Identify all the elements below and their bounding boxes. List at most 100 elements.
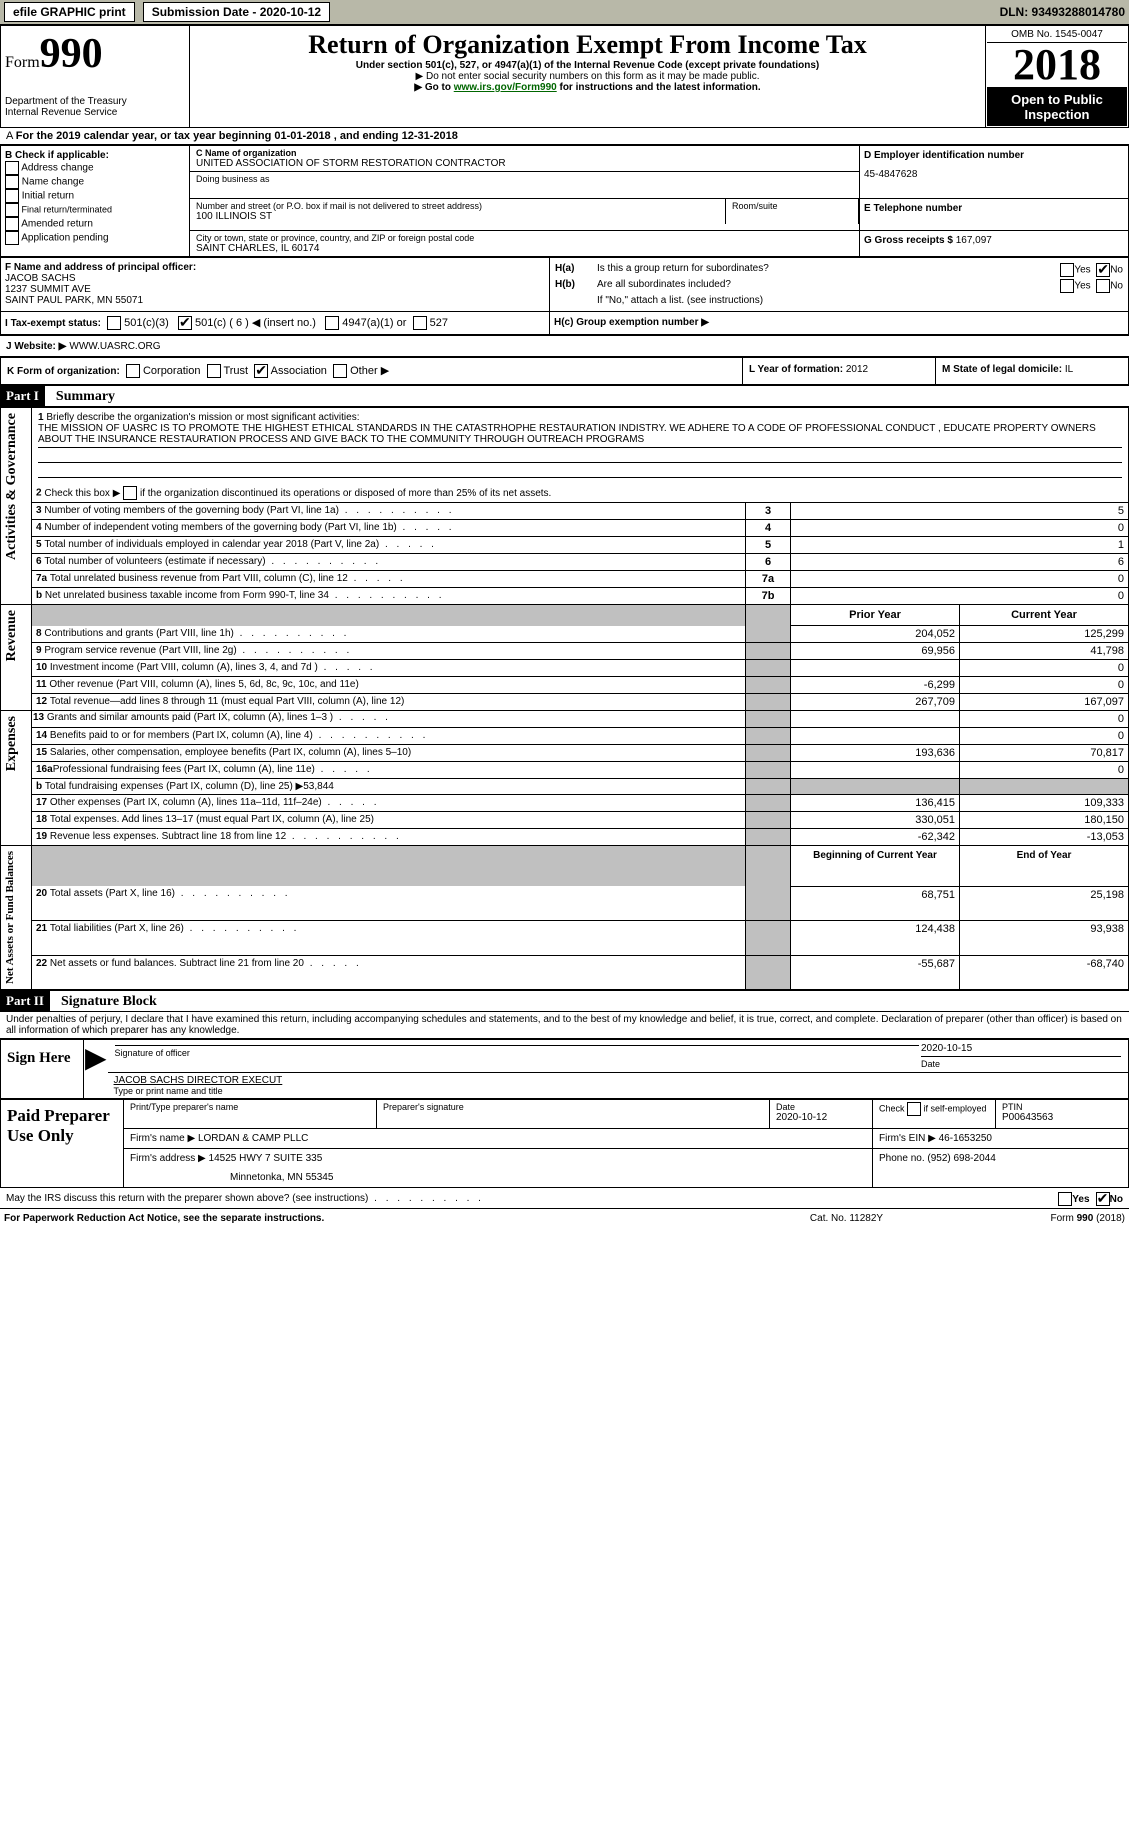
line11-cy: 0 (960, 677, 1129, 694)
line8-py: 204,052 (791, 626, 960, 643)
sign-here-label: Sign Here (1, 1040, 84, 1099)
org-name: UNITED ASSOCIATION OF STORM RESTORATION … (196, 158, 853, 169)
q2-checkbox[interactable] (123, 486, 137, 500)
initial-return-checkbox[interactable] (5, 189, 19, 203)
line9-text: Program service revenue (Part VIII, line… (44, 645, 352, 656)
addr-change-label: Address change (21, 163, 93, 174)
row-klm: K Form of organization: Corporation Trus… (0, 357, 1129, 385)
efile-graphic-print-button[interactable]: efile GRAPHIC print (4, 2, 135, 22)
line16a-py (791, 762, 960, 779)
line13-py (791, 711, 960, 728)
amended-checkbox[interactable] (5, 217, 19, 231)
firm-name-label: Firm's name ▶ (130, 1133, 195, 1144)
box-f-label: F Name and address of principal officer: (5, 262, 545, 273)
vert-expenses: Expenses (2, 712, 22, 775)
name-change-checkbox[interactable] (5, 175, 19, 189)
app-pending-checkbox[interactable] (5, 231, 19, 245)
line10-cy: 0 (960, 660, 1129, 677)
line16b-cy (960, 779, 1129, 795)
initial-return-label: Initial return (22, 191, 74, 202)
open-to-public-badge: Open to Public Inspection (987, 88, 1127, 126)
line6-text: Total number of volunteers (estimate if … (44, 556, 381, 567)
line13-text: Grants and similar amounts paid (Part IX… (47, 712, 391, 723)
sign-arrow-icon: ▶ (84, 1040, 108, 1099)
part-i-header: Part I (0, 386, 45, 406)
other-checkbox[interactable] (333, 364, 347, 378)
line15-py: 193,636 (791, 745, 960, 762)
line7a-value: 0 (791, 571, 1129, 588)
mission-text: THE MISSION OF UASRC IS TO PROMOTE THE H… (38, 423, 1122, 445)
discuss-yes-checkbox[interactable] (1058, 1192, 1072, 1206)
line7b-box: 7b (746, 588, 791, 605)
vert-revenue: Revenue (2, 606, 22, 665)
ssn-note: ▶ Do not enter social security numbers o… (194, 71, 981, 82)
trust-checkbox[interactable] (207, 364, 221, 378)
prep-date-value: 2020-10-12 (776, 1112, 866, 1123)
row-l-value: 2012 (846, 364, 868, 375)
firm-name-value: LORDAN & CAMP PLLC (198, 1133, 308, 1144)
final-return-label: Final return/terminated (22, 204, 113, 214)
4947-label: 4947(a)(1) or (342, 317, 406, 329)
hb-yes-checkbox[interactable] (1060, 279, 1074, 293)
form-footer-label: Form 990 (2018) (940, 1209, 1129, 1228)
501c-checkbox[interactable] (178, 316, 192, 330)
form-990-label: Form990 (5, 30, 185, 78)
discuss-no-checkbox[interactable] (1096, 1192, 1110, 1206)
corp-checkbox[interactable] (126, 364, 140, 378)
type-name-label: Type or print name and title (114, 1086, 1122, 1096)
527-label: 527 (430, 317, 448, 329)
501c3-checkbox[interactable] (107, 316, 121, 330)
line20-cy: 25,198 (960, 886, 1129, 920)
h-b-label: H(b) (554, 278, 596, 294)
part-i-body: Activities & Governance 1 Briefly descri… (0, 407, 1129, 990)
irs-form990-link[interactable]: www.irs.gov/Form990 (454, 82, 557, 93)
line22-text: Net assets or fund balances. Subtract li… (50, 958, 362, 969)
q1-label: Briefly describe the organization's miss… (46, 412, 359, 423)
hb-no-checkbox[interactable] (1096, 279, 1110, 293)
line15-cy: 70,817 (960, 745, 1129, 762)
phone-value: (952) 698-2044 (927, 1153, 995, 1164)
addr-change-checkbox[interactable] (5, 161, 19, 175)
line21-py: 124,438 (791, 921, 960, 955)
line14-cy: 0 (960, 728, 1129, 745)
check-if-self-employed: Check if self-employed (879, 1102, 989, 1116)
h-c-label: H(c) Group exemption number ▶ (554, 317, 709, 328)
app-pending-label: Application pending (21, 233, 108, 244)
line6-value: 6 (791, 554, 1129, 571)
final-return-checkbox[interactable] (5, 203, 19, 217)
box-c-label: C Name of organization (196, 148, 853, 158)
prep-date-label: Date (776, 1102, 866, 1112)
line15-text: Salaries, other compensation, employee b… (50, 747, 411, 758)
ha-yes-label: Yes (1074, 265, 1090, 276)
line20-py: 68,751 (791, 886, 960, 920)
line14-py (791, 728, 960, 745)
identity-block: B Check if applicable: Address change Na… (0, 145, 1129, 257)
paid-preparer-label: Paid Preparer Use Only (1, 1100, 124, 1188)
goto-note: ▶ Go to www.irs.gov/Form990 for instruct… (194, 82, 981, 93)
line17-cy: 109,333 (960, 795, 1129, 812)
firm-ein-value: 46-1653250 (939, 1133, 992, 1144)
self-employed-checkbox[interactable] (907, 1102, 921, 1116)
firm-addr2-value: Minnetonka, MN 55345 (130, 1172, 866, 1183)
assoc-checkbox[interactable] (254, 364, 268, 378)
527-checkbox[interactable] (413, 316, 427, 330)
paid-preparer-block: Paid Preparer Use Only Print/Type prepar… (0, 1099, 1129, 1188)
4947-checkbox[interactable] (325, 316, 339, 330)
row-a-tax-year: A For the 2019 calendar year, or tax yea… (0, 128, 1129, 145)
ha-no-checkbox[interactable] (1096, 263, 1110, 277)
line10-text: Investment income (Part VIII, column (A)… (50, 662, 376, 673)
name-change-label: Name change (22, 177, 84, 188)
other-label: Other ▶ (350, 365, 389, 377)
line9-py: 69,956 (791, 643, 960, 660)
submission-date-label: Submission Date - 2020-10-12 (143, 2, 330, 22)
line6-box: 6 (746, 554, 791, 571)
line16a-text: Professional fundraising fees (Part IX, … (53, 764, 373, 775)
line3-text: Number of voting members of the governin… (44, 505, 454, 516)
corp-label: Corporation (143, 365, 200, 377)
row-k-label: K Form of organization: (7, 366, 120, 377)
row-m-label: M State of legal domicile: (942, 364, 1065, 375)
perjury-declaration: Under penalties of perjury, I declare th… (0, 1012, 1129, 1039)
officer-addr2: SAINT PAUL PARK, MN 55071 (5, 295, 545, 306)
box-d-label: D Employer identification number (864, 150, 1124, 161)
ha-yes-checkbox[interactable] (1060, 263, 1074, 277)
